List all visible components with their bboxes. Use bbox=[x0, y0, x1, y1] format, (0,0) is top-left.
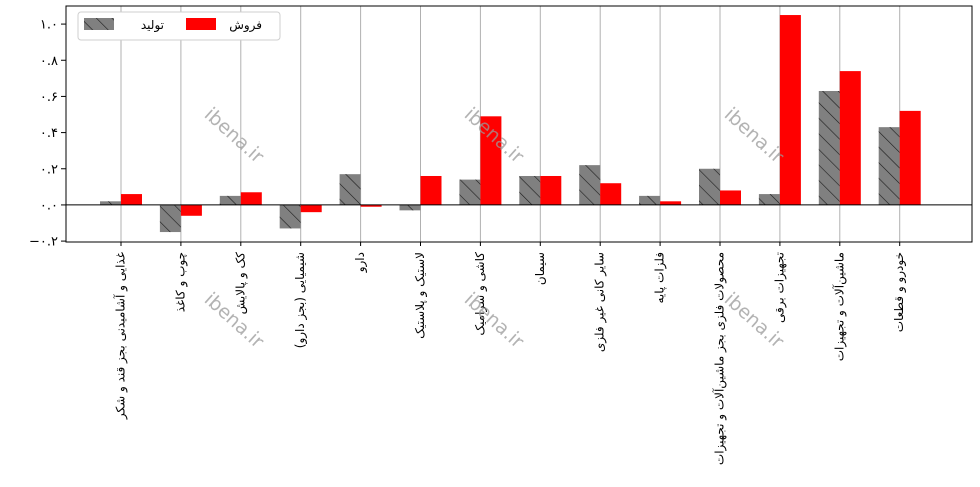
watermark-text: ibena.ir bbox=[720, 103, 788, 168]
x-category-label: شیمیایی (بجز دارو) bbox=[293, 252, 308, 348]
x-category-label: فلزات پایه bbox=[653, 252, 668, 304]
bars bbox=[100, 15, 921, 233]
x-category-label: چوب و کاغذ bbox=[173, 252, 188, 312]
y-axis: −۰.۲ ۰.۰ ۰.۲ ۰.۴ ۰.۶ ۰.۸ ۱.۰ bbox=[29, 18, 66, 250]
x-category-label: کاشی و سرامیک bbox=[473, 252, 488, 336]
x-category-label: دارو bbox=[353, 252, 368, 273]
x-category-label: خودرو و قطعات bbox=[892, 252, 907, 332]
bar-production-hatch bbox=[159, 204, 181, 233]
y-tick-label: ۰.۶ bbox=[40, 90, 58, 105]
watermark-text: ibena.ir bbox=[200, 103, 268, 168]
bar-sales bbox=[600, 183, 622, 205]
legend-box bbox=[77, 11, 281, 41]
y-tick-label: −۰.۲ bbox=[29, 235, 58, 250]
bar-production-hatch bbox=[399, 204, 421, 211]
bar-sales bbox=[480, 116, 502, 205]
bar-production-hatch bbox=[219, 195, 241, 205]
bar-sales bbox=[121, 194, 142, 205]
bar-production-hatch bbox=[279, 204, 301, 229]
bar-production-hatch bbox=[758, 194, 780, 205]
bar-sales bbox=[540, 175, 562, 205]
y-tick-label: ۰.۲ bbox=[40, 162, 58, 177]
legend-label-sales: فروش bbox=[229, 18, 262, 33]
bar-sales bbox=[180, 204, 202, 216]
bar-sales bbox=[720, 190, 741, 205]
bar-sales bbox=[839, 71, 861, 205]
bar-production-hatch bbox=[579, 165, 601, 205]
bar-production-hatch bbox=[339, 174, 361, 205]
x-category-label: سایر کانی غیر فلزی bbox=[593, 252, 608, 352]
x-category-label: تجهیزات برقی bbox=[772, 252, 787, 323]
y-tick-label: ۰.۴ bbox=[40, 126, 58, 141]
bar-production-hatch bbox=[818, 90, 840, 205]
x-category-label: محصولات فلزی بجز ماشین‌آلات و تجهیزات bbox=[712, 252, 728, 465]
bar-sales bbox=[779, 15, 801, 205]
bar-production-hatch bbox=[878, 127, 900, 205]
x-category-label: ماشین‌آلات و تجهیزات bbox=[831, 252, 847, 361]
bar-sales bbox=[360, 204, 382, 207]
bar-production-hatch bbox=[699, 168, 720, 205]
bar-sales bbox=[660, 201, 682, 205]
bar-production-hatch bbox=[459, 179, 481, 205]
bar-sales bbox=[899, 110, 921, 205]
y-tick-label: ۰.۸ bbox=[40, 54, 58, 69]
x-category-label: سیمان bbox=[533, 252, 547, 285]
x-axis-labels: غذایی و آشامیدنی بجز قند و شکر چوب و کاغذ… bbox=[113, 242, 907, 465]
legend-swatch-sales bbox=[186, 18, 216, 30]
bar-sales bbox=[300, 204, 322, 213]
bar-sales bbox=[240, 192, 262, 205]
x-category-label: کک و پالایش bbox=[233, 252, 248, 315]
bar-production-hatch bbox=[519, 175, 541, 205]
bar-production-hatch bbox=[100, 201, 121, 205]
watermark-text: ibena.ir bbox=[460, 288, 528, 353]
y-tick-label: ۱.۰ bbox=[40, 18, 58, 33]
y-tick-label: ۰.۰ bbox=[40, 198, 58, 213]
legend-swatch-production-hatch bbox=[84, 18, 114, 30]
x-category-label: لاستیک و پلاستیک bbox=[413, 252, 428, 339]
plot-frame bbox=[65, 5, 973, 243]
legend: تولید فروش bbox=[77, 11, 281, 41]
bar-sales bbox=[420, 175, 442, 205]
bar-production-hatch bbox=[639, 195, 661, 205]
legend-label-production: تولید bbox=[141, 18, 164, 33]
x-category-label: غذایی و آشامیدنی بجز قند و شکر bbox=[113, 252, 129, 420]
